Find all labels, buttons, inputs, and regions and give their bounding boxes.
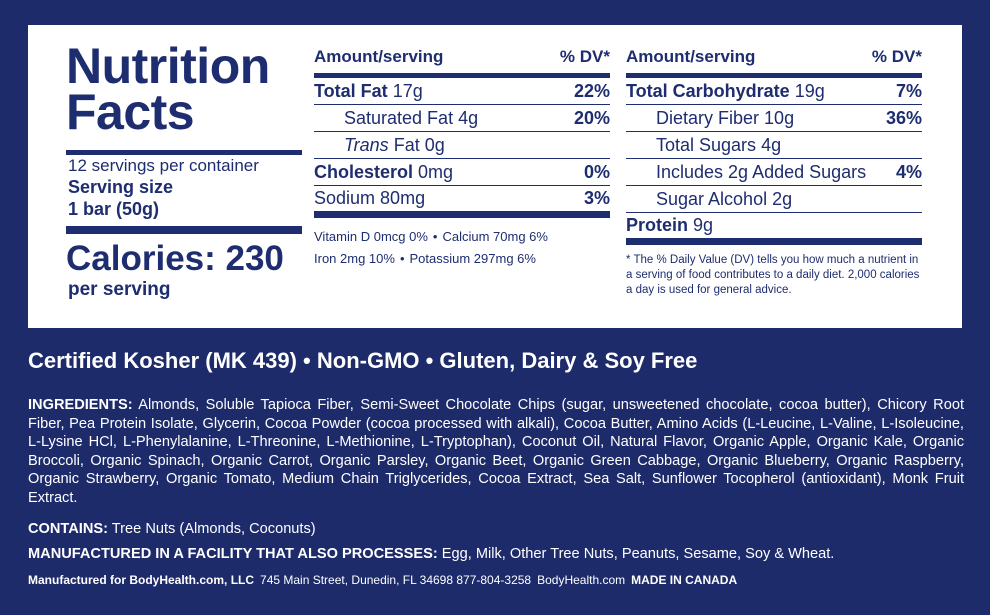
nutrient-row: Dietary Fiber 10g 36% <box>626 105 922 132</box>
nutrient-row: Trans Fat 0g <box>314 132 610 159</box>
daily-value: 0% <box>583 161 610 182</box>
daily-value: 4% <box>895 161 922 182</box>
amount-header: Amount/serving <box>626 47 756 66</box>
table-header: Amount/serving % DV* <box>626 47 922 78</box>
rule <box>66 226 302 234</box>
nutrient: Total Fat 17g <box>314 81 423 102</box>
nutrition-panel: Nutrition Facts 12 servings per containe… <box>28 25 962 328</box>
nutrient-name: Fat <box>393 134 420 155</box>
vitamin: Vitamin D 0mcg 0% <box>314 229 428 244</box>
nutrient: Includes 2g Added Sugars <box>626 162 866 183</box>
dv-header: % DV* <box>871 47 922 66</box>
footer: Manufactured for BodyHealth.com, LLC 745 … <box>28 573 743 587</box>
nutrient: Saturated Fat 4g <box>314 108 478 129</box>
nutrient-italic: Trans <box>344 134 389 155</box>
nutrient-row: Cholesterol 0mg 0% <box>314 159 610 186</box>
footnote: * The % Daily Value (DV) tells you how m… <box>626 254 920 296</box>
per-serving: per serving <box>68 279 171 300</box>
nutrient-name: Includes 2g Added Sugars <box>656 161 867 182</box>
vitamin: Potassium 297mg 6% <box>395 251 536 266</box>
daily-value: 20% <box>573 107 610 128</box>
vitamins: Vitamin D 0mcg 0%Calcium 70mg 6%Iron 2mg… <box>314 226 610 270</box>
vitamin-line: Vitamin D 0mcg 0%Calcium 70mg 6% <box>314 226 610 248</box>
nutrient-name: Dietary Fiber <box>656 107 760 128</box>
nutrient-name: Total Carbohydrate <box>626 80 790 101</box>
nutrient: Dietary Fiber 10g <box>626 108 794 129</box>
ingredients: INGREDIENTS: Almonds, Soluble Tapioca Fi… <box>28 396 964 508</box>
nutrient-amount: 19g <box>794 80 825 101</box>
nutrient: Total Sugars 4g <box>626 135 781 156</box>
facility-label: MANUFACTURED IN A FACILITY THAT ALSO PRO… <box>28 546 438 562</box>
facility: MANUFACTURED IN A FACILITY THAT ALSO PRO… <box>28 546 834 562</box>
dv-header: % DV* <box>559 47 610 66</box>
nutrient-row: Total Carbohydrate 19g 7% <box>626 78 922 105</box>
nutrient-amount: 0g <box>424 134 445 155</box>
daily-value: 7% <box>895 80 922 101</box>
serving-size: 1 bar (50g) <box>68 199 160 219</box>
nutrient-row: Sugar Alcohol 2g <box>626 186 922 213</box>
nutrient-amount: 17g <box>392 80 423 101</box>
contains: CONTAINS: Tree Nuts (Almonds, Coconuts) <box>28 521 316 537</box>
nutrient: Protein 9g <box>626 215 713 236</box>
vitamin-line: Iron 2mg 10%Potassium 297mg 6% <box>314 248 610 270</box>
nutrient-amount: 80mg <box>380 188 426 208</box>
nutrient-row: Protein 9g <box>626 213 922 245</box>
nutrient-name: Cholesterol <box>314 161 414 182</box>
nutrient-amount: 0mg <box>418 161 454 182</box>
nutrient-row: Total Fat 17g 22% <box>314 78 610 105</box>
nutrient-row: Saturated Fat 4g 20% <box>314 105 610 132</box>
origin: MADE IN CANADA <box>631 573 738 587</box>
nutrient-amount: 4g <box>761 134 782 155</box>
nutrient: Total Carbohydrate 19g <box>626 81 825 102</box>
address: 745 Main Street, Dunedin, FL 34698 877-8… <box>260 573 532 587</box>
left-table: Amount/serving % DV* Total Fat 17g 22% Satur… <box>314 47 610 270</box>
calories: Calories: 230 <box>66 239 284 278</box>
nutrient-amount: 9g <box>693 215 714 235</box>
contains-label: CONTAINS: <box>28 521 108 537</box>
nutrient-amount: 4g <box>458 107 479 128</box>
nutrient-name: Total Fat <box>314 80 388 101</box>
nutrient-row: Includes 2g Added Sugars 4% <box>626 159 922 186</box>
title: Nutrition Facts <box>66 38 270 140</box>
nutrient-name: Sodium <box>314 188 376 208</box>
nutrient: Sugar Alcohol 2g <box>626 189 792 210</box>
nutrient-name: Protein <box>626 215 689 235</box>
servings: 12 servings per container <box>68 156 259 175</box>
daily-value: 22% <box>573 80 610 101</box>
nutrient-amount: 2g <box>772 188 793 209</box>
daily-value: 36% <box>885 107 922 128</box>
nutrient: Sodium 80mg <box>314 188 425 209</box>
nutrient-amount: 10g <box>764 107 795 128</box>
ingredients-text: Almonds, Soluble Tapioca Fiber, Semi-Swe… <box>28 397 965 506</box>
manufacturer: Manufactured for BodyHealth.com, LLC <box>28 573 255 587</box>
nutrient-name: Saturated Fat <box>344 107 454 128</box>
nutrient-name: Total Sugars <box>656 134 757 155</box>
nutrient-name: Sugar Alcohol <box>656 188 768 209</box>
vitamin: Calcium 70mg 6% <box>428 229 548 244</box>
facility-text: Egg, Milk, Other Tree Nuts, Peanuts, Ses… <box>441 546 835 562</box>
ingredients-label: INGREDIENTS: <box>28 397 133 413</box>
nutrient: Trans Fat 0g <box>314 135 445 156</box>
contains-text: Tree Nuts (Almonds, Coconuts) <box>111 521 316 537</box>
nutrient-row: Total Sugars 4g <box>626 132 922 159</box>
right-table: Amount/serving % DV* Total Carbohydrate 19… <box>626 47 922 298</box>
table-header: Amount/serving % DV* <box>314 47 610 78</box>
nutrient: Cholesterol 0mg <box>314 162 453 183</box>
serving-size-label: Serving size <box>68 177 174 197</box>
rule <box>66 150 302 155</box>
nutrient-row: Sodium 80mg 3% <box>314 186 610 218</box>
certifications: Certified Kosher (MK 439) • Non-GMO • Gl… <box>28 348 698 373</box>
amount-header: Amount/serving <box>314 47 444 66</box>
website: BodyHealth.com <box>537 573 626 587</box>
vitamin: Iron 2mg 10% <box>314 251 395 266</box>
daily-value: 3% <box>583 188 610 208</box>
